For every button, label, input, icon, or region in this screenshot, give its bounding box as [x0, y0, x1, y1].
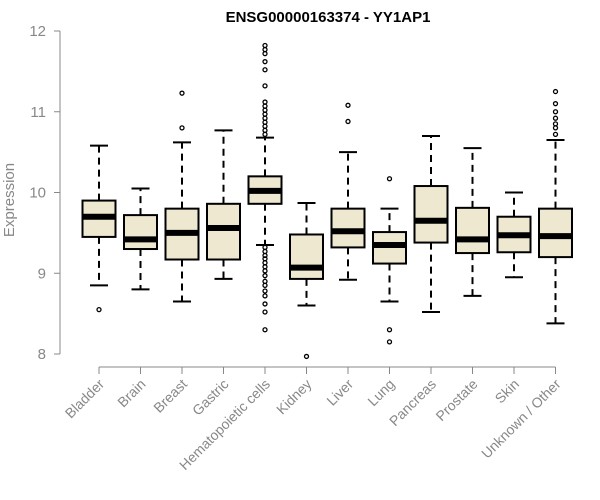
box-group: [330, 102, 366, 281]
x-tick-label: Unknown / Other: [478, 376, 564, 462]
outlier-point: [96, 306, 102, 313]
outlier-point: [386, 176, 393, 182]
iqr-box: [206, 202, 241, 261]
outlier-point: [262, 301, 268, 307]
outlier-point: [262, 327, 268, 333]
outlier-point: [262, 278, 268, 284]
iqr-box: [538, 207, 573, 259]
iqr-box: [289, 233, 324, 280]
box-group: [538, 88, 573, 325]
y-tick-label: 11: [30, 104, 46, 121]
outlier-point: [262, 244, 268, 251]
x-tick-label: Liver: [323, 376, 356, 409]
outlier-point: [262, 42, 268, 49]
outlier-point: [552, 115, 559, 121]
outlier-point: [345, 118, 351, 125]
box-group: [372, 176, 407, 345]
box-group: [164, 90, 200, 303]
outlier-point: [262, 67, 268, 73]
outlier-point: [552, 121, 559, 127]
box-group: [496, 191, 532, 279]
x-tick-label: Bladder: [62, 376, 108, 422]
outlier-point: [262, 256, 268, 262]
outlier-point: [262, 309, 268, 315]
outlier-point: [345, 102, 351, 108]
box-group: [123, 187, 158, 291]
outlier-point: [552, 109, 559, 115]
outlier-point: [262, 273, 268, 279]
outlier-point: [386, 339, 393, 345]
outlier-point: [262, 83, 268, 89]
box-group: [413, 134, 449, 314]
y-axis-label: Expression: [1, 163, 18, 237]
box-group: [206, 129, 241, 280]
outlier-point: [262, 59, 268, 65]
y-tick-label: 9: [38, 265, 46, 282]
chart-title: ENSG00000163374 - YY1AP1: [226, 9, 431, 26]
box-group: [81, 144, 117, 313]
y-tick-label: 8: [38, 346, 46, 363]
iqr-box: [123, 214, 158, 251]
y-tick-label: 10: [29, 185, 46, 202]
x-tick-label: Prostate: [432, 376, 480, 424]
outlier-point: [303, 353, 310, 360]
outlier-point: [262, 293, 268, 299]
outlier-point: [179, 90, 185, 96]
x-tick-label: Skin: [492, 376, 523, 407]
box-group: [455, 147, 490, 297]
box-series: [81, 42, 573, 360]
y-axis: 8 9 10 11 12: [29, 23, 61, 363]
outlier-point: [552, 101, 559, 107]
x-tick-label: Brain: [114, 376, 148, 410]
outlier-point: [262, 99, 268, 105]
box-group: [247, 42, 283, 333]
y-tick-label: 12: [29, 23, 46, 40]
outlier-point: [386, 327, 393, 333]
outlier-point: [262, 288, 268, 294]
x-tick-label: Lung: [364, 376, 397, 409]
outlier-point: [552, 88, 559, 95]
iqr-box: [330, 207, 366, 249]
x-tick-label: Kidney: [273, 376, 315, 418]
outlier-point: [552, 131, 559, 138]
x-tick-label: Breast: [150, 376, 190, 416]
iqr-box: [455, 206, 490, 255]
iqr-box: [413, 185, 449, 244]
outlier-point: [179, 125, 185, 131]
box-group: [289, 201, 324, 360]
